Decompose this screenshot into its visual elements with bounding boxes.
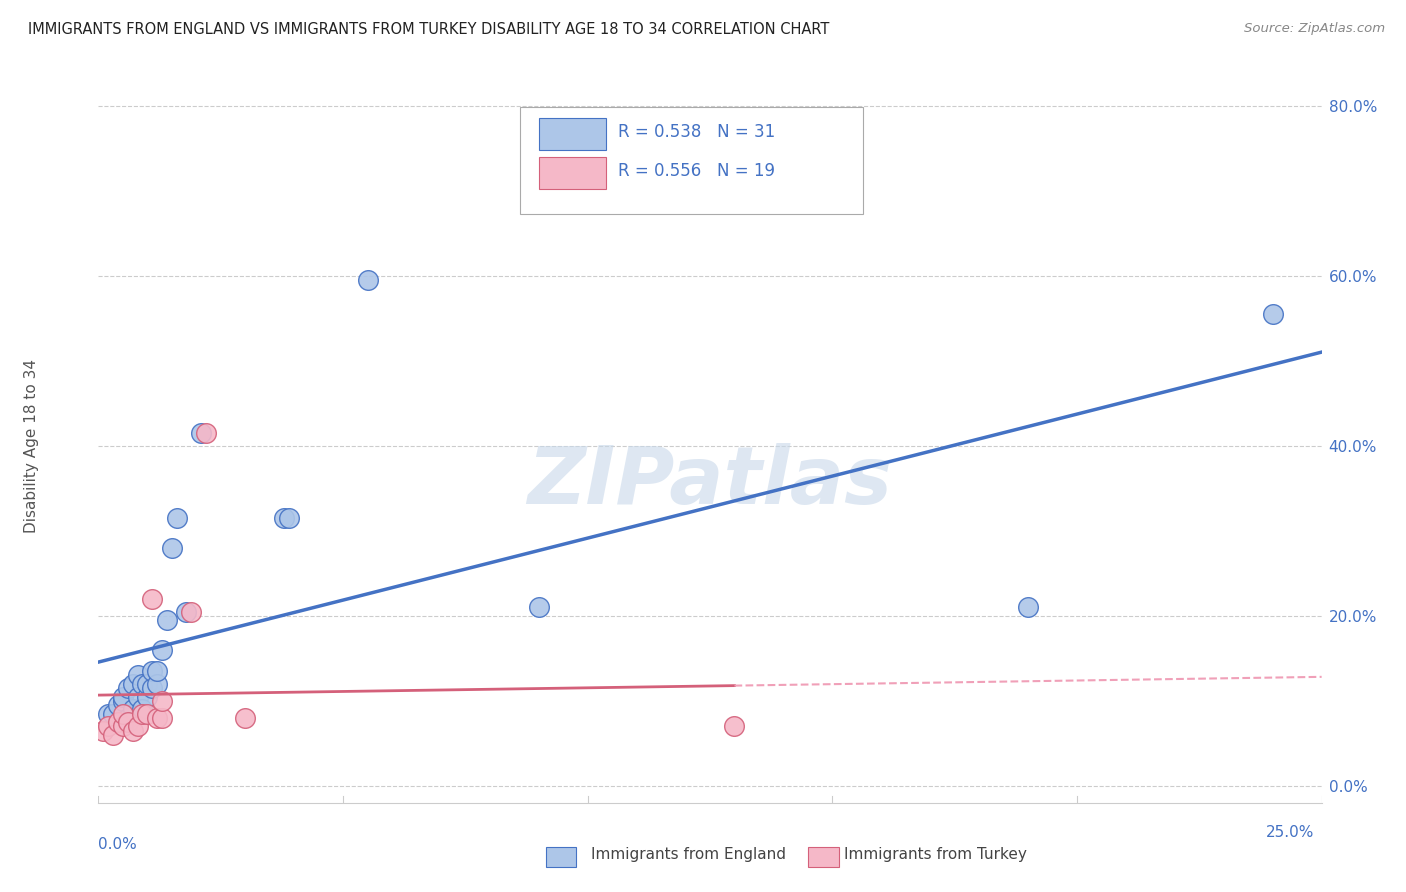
Point	[101, 706, 124, 721]
Point	[1261, 307, 1284, 321]
Point	[150, 643, 173, 657]
Text: 25.0%: 25.0%	[1267, 825, 1315, 840]
Text: Disability Age 18 to 34: Disability Age 18 to 34	[24, 359, 38, 533]
Point	[160, 541, 183, 555]
Text: R = 0.556   N = 19: R = 0.556 N = 19	[619, 162, 775, 180]
Point	[150, 711, 173, 725]
Point	[121, 723, 143, 738]
Point	[121, 677, 143, 691]
Point	[117, 681, 139, 695]
Text: 0.0%: 0.0%	[98, 838, 138, 852]
FancyBboxPatch shape	[520, 107, 863, 214]
Point	[527, 600, 550, 615]
Point	[107, 715, 129, 730]
Point	[101, 728, 124, 742]
Point	[121, 702, 143, 716]
Point	[150, 694, 173, 708]
Point	[146, 677, 169, 691]
Point	[127, 719, 149, 733]
Text: Source: ZipAtlas.com: Source: ZipAtlas.com	[1244, 22, 1385, 36]
Text: Immigrants from Turkey: Immigrants from Turkey	[844, 847, 1026, 862]
Point	[111, 706, 134, 721]
FancyBboxPatch shape	[538, 157, 606, 189]
Text: ZIPatlas: ZIPatlas	[527, 442, 893, 521]
Point	[91, 723, 114, 738]
FancyBboxPatch shape	[538, 118, 606, 150]
Point	[111, 719, 134, 733]
Point	[111, 690, 134, 704]
Point	[127, 690, 149, 704]
Point	[131, 706, 153, 721]
Point	[356, 273, 378, 287]
Point	[195, 426, 218, 441]
Point	[136, 706, 159, 721]
Point	[146, 711, 169, 725]
Point	[136, 690, 159, 704]
Point	[180, 605, 202, 619]
Point	[117, 711, 139, 725]
Point	[136, 677, 159, 691]
Point	[233, 711, 256, 725]
Point	[131, 677, 153, 691]
Point	[190, 426, 212, 441]
Point	[97, 706, 120, 721]
Point	[117, 715, 139, 730]
Point	[273, 511, 295, 525]
Text: Immigrants from England: Immigrants from England	[591, 847, 786, 862]
Point	[141, 681, 163, 695]
Point	[146, 664, 169, 678]
Point	[1017, 600, 1039, 615]
Text: R = 0.538   N = 31: R = 0.538 N = 31	[619, 123, 776, 141]
Text: IMMIGRANTS FROM ENGLAND VS IMMIGRANTS FROM TURKEY DISABILITY AGE 18 TO 34 CORREL: IMMIGRANTS FROM ENGLAND VS IMMIGRANTS FR…	[28, 22, 830, 37]
Point	[723, 719, 745, 733]
Point	[278, 511, 301, 525]
Point	[107, 698, 129, 712]
Point	[166, 511, 188, 525]
Point	[97, 719, 120, 733]
Point	[141, 664, 163, 678]
Point	[156, 613, 179, 627]
Point	[127, 668, 149, 682]
Point	[141, 591, 163, 606]
Point	[111, 694, 134, 708]
Point	[176, 605, 198, 619]
Point	[131, 702, 153, 716]
